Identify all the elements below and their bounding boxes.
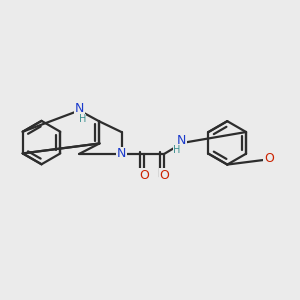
Text: N: N [75, 103, 84, 116]
Text: H: H [173, 145, 180, 155]
Text: N: N [117, 147, 127, 161]
Text: O: O [264, 152, 274, 164]
Text: N: N [176, 134, 186, 147]
Text: H: H [79, 114, 86, 124]
Text: O: O [139, 169, 149, 182]
Text: O: O [159, 169, 169, 182]
